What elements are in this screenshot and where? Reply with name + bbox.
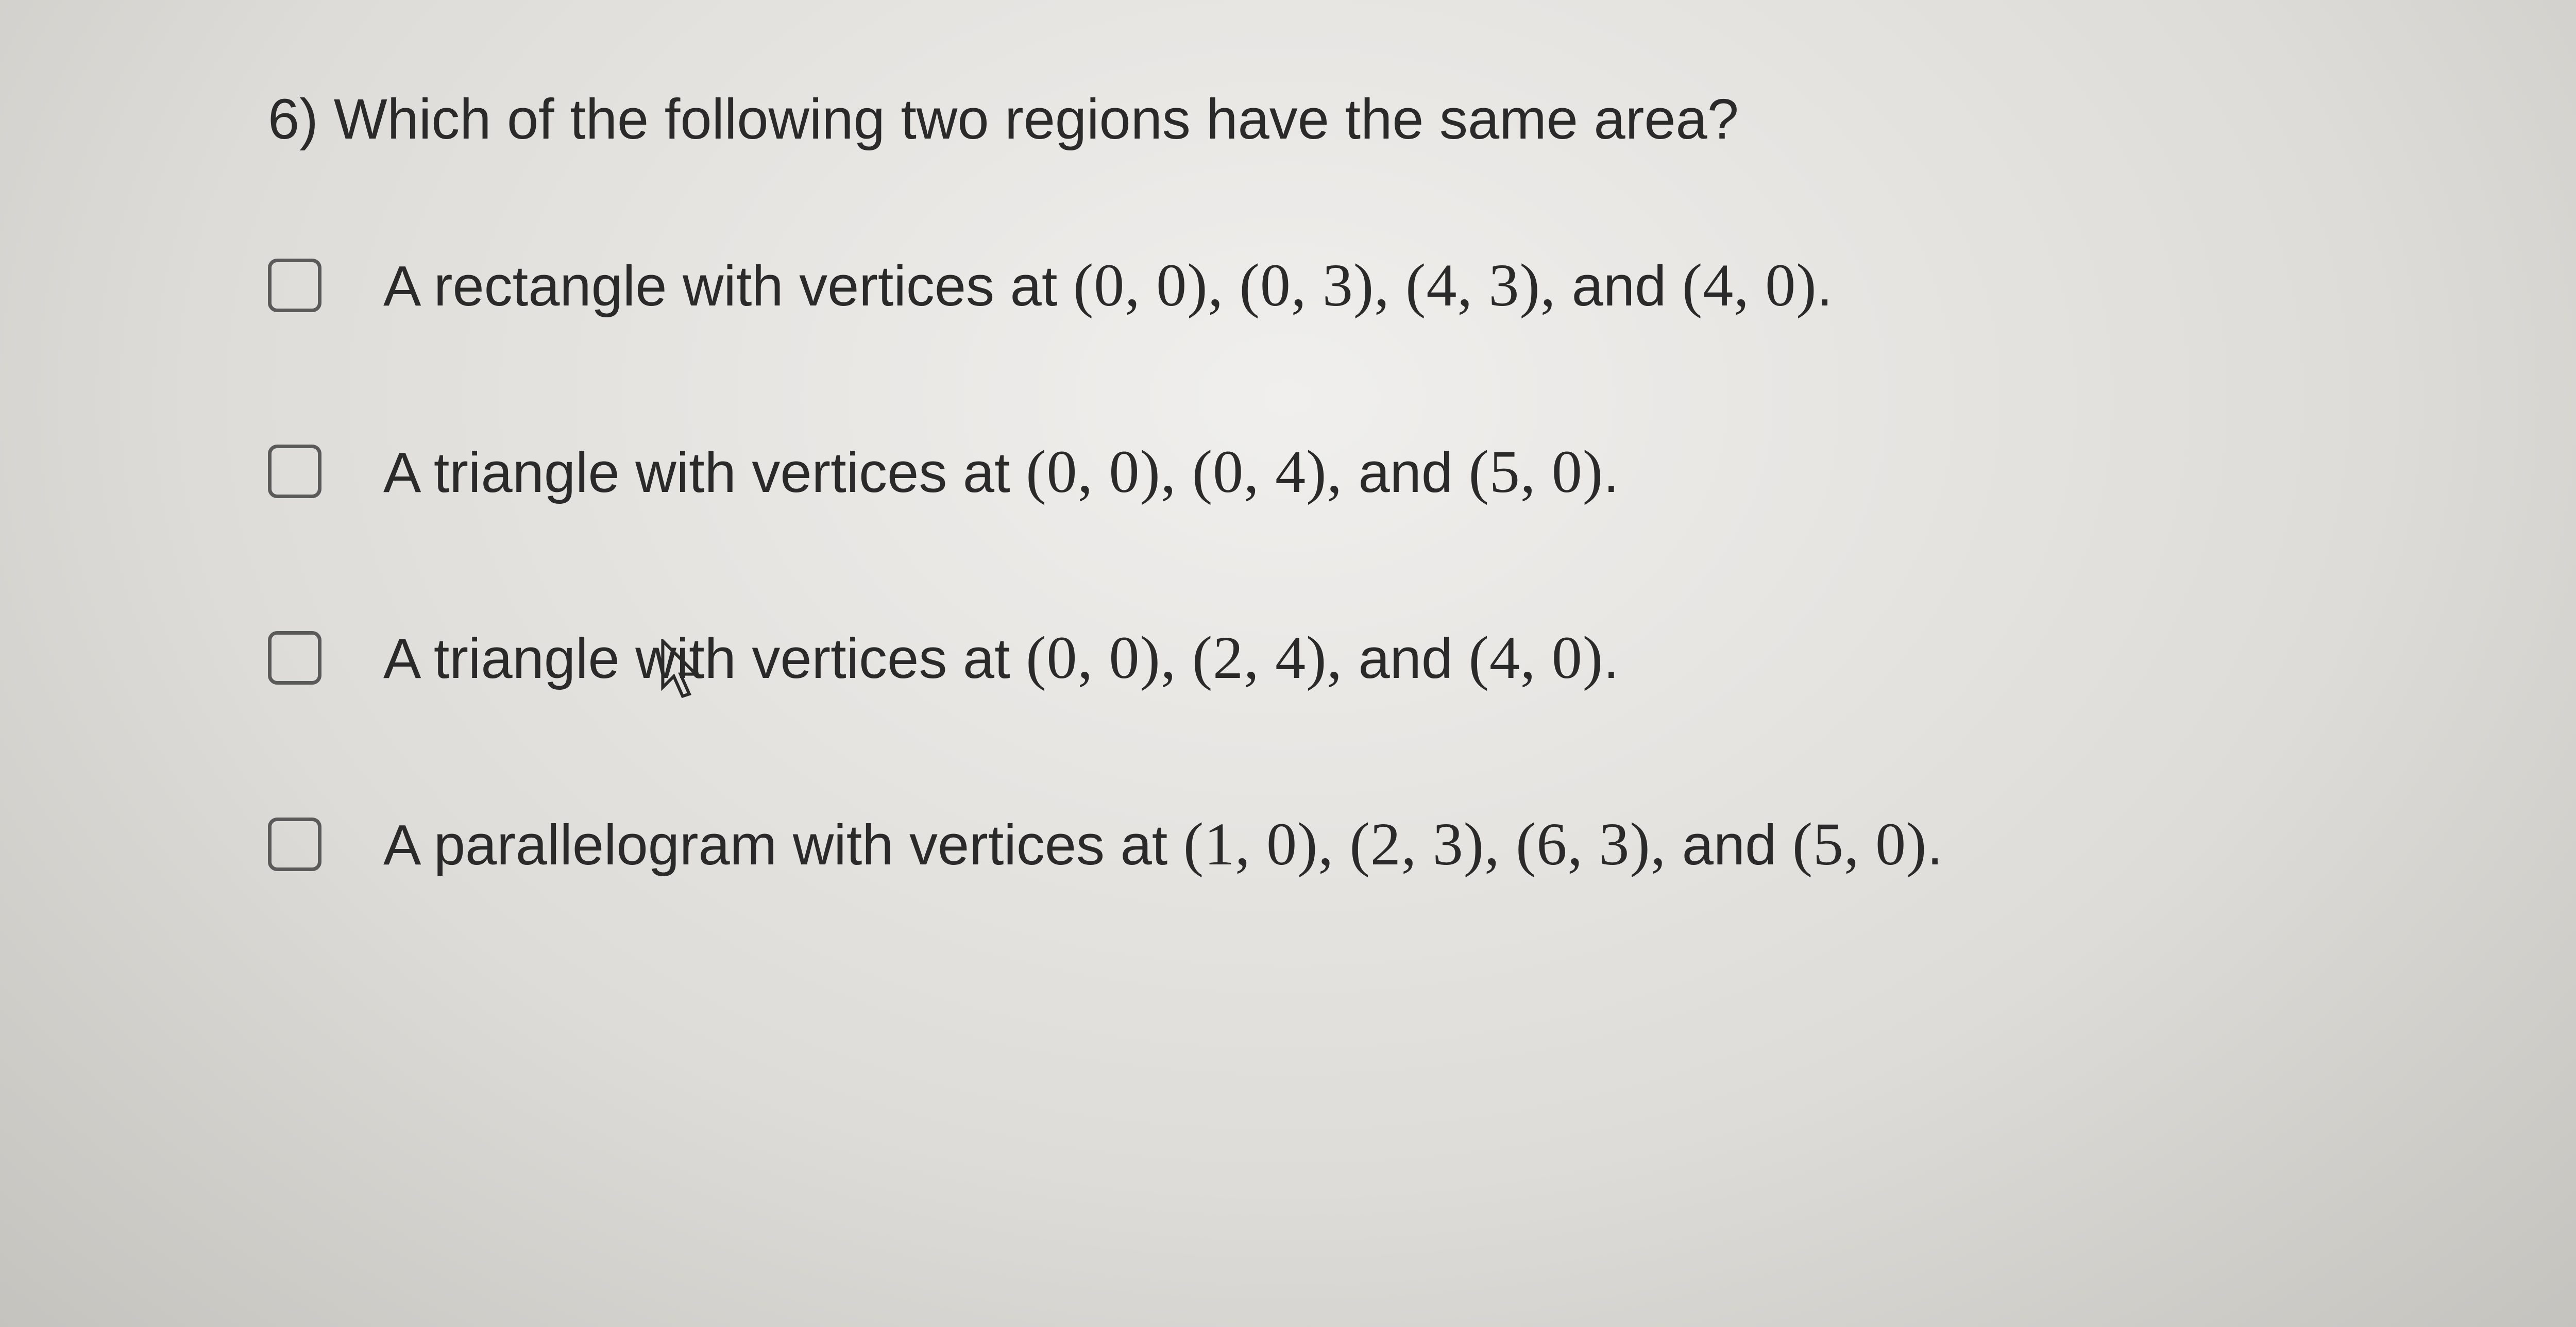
option-1-coords2: (4, 0)	[1682, 251, 1817, 319]
checkbox-option-2[interactable]	[268, 445, 321, 498]
option-3-prefix: A triangle with vertices at	[383, 627, 1026, 690]
option-text-4: A parallelogram with vertices at (1, 0),…	[383, 808, 1943, 881]
option-2-mid: and	[1343, 441, 1469, 504]
checkbox-option-1[interactable]	[268, 259, 321, 312]
option-2-coords: (0, 0), (0, 4),	[1026, 438, 1343, 505]
question-text: Which of the following two regions have …	[334, 82, 1739, 156]
option-4-coords: (1, 0), (2, 3), (6, 3),	[1183, 810, 1666, 878]
option-text-3: A triangle with vertices at (0, 0), (2, …	[383, 621, 1619, 694]
checkbox-option-4[interactable]	[268, 818, 321, 871]
option-2-suffix: .	[1603, 441, 1619, 504]
option-4-mid: and	[1666, 813, 1792, 877]
option-4-prefix: A parallelogram with vertices at	[383, 813, 1183, 877]
option-1-suffix: .	[1817, 254, 1833, 318]
option-3-suffix: .	[1603, 627, 1619, 690]
option-3-coords2: (4, 0)	[1469, 624, 1604, 691]
option-1-prefix: A rectangle with vertices at	[383, 254, 1073, 318]
option-2-coords2: (5, 0)	[1469, 438, 1604, 505]
option-2-prefix: A triangle with vertices at	[383, 441, 1026, 504]
question-row: 6) Which of the following two regions ha…	[268, 82, 2308, 156]
option-row-4: A parallelogram with vertices at (1, 0),…	[268, 808, 2308, 881]
option-1-mid: and	[1556, 254, 1682, 318]
option-3-coords: (0, 0), (2, 4),	[1026, 624, 1343, 691]
question-number: 6)	[268, 87, 318, 152]
option-row-2: A triangle with vertices at (0, 0), (0, …	[268, 435, 2308, 508]
option-4-suffix: .	[1927, 813, 1943, 877]
option-text-1: A rectangle with vertices at (0, 0), (0,…	[383, 249, 1833, 322]
checkbox-option-3[interactable]	[268, 631, 321, 685]
option-1-coords: (0, 0), (0, 3), (4, 3),	[1073, 251, 1556, 319]
option-row-3: A triangle with vertices at (0, 0), (2, …	[268, 621, 2308, 694]
option-4-coords2: (5, 0)	[1792, 810, 1927, 878]
option-row-1: A rectangle with vertices at (0, 0), (0,…	[268, 249, 2308, 322]
option-3-mid: and	[1343, 627, 1469, 690]
option-text-2: A triangle with vertices at (0, 0), (0, …	[383, 435, 1619, 508]
question-page: 6) Which of the following two regions ha…	[0, 0, 2576, 1097]
